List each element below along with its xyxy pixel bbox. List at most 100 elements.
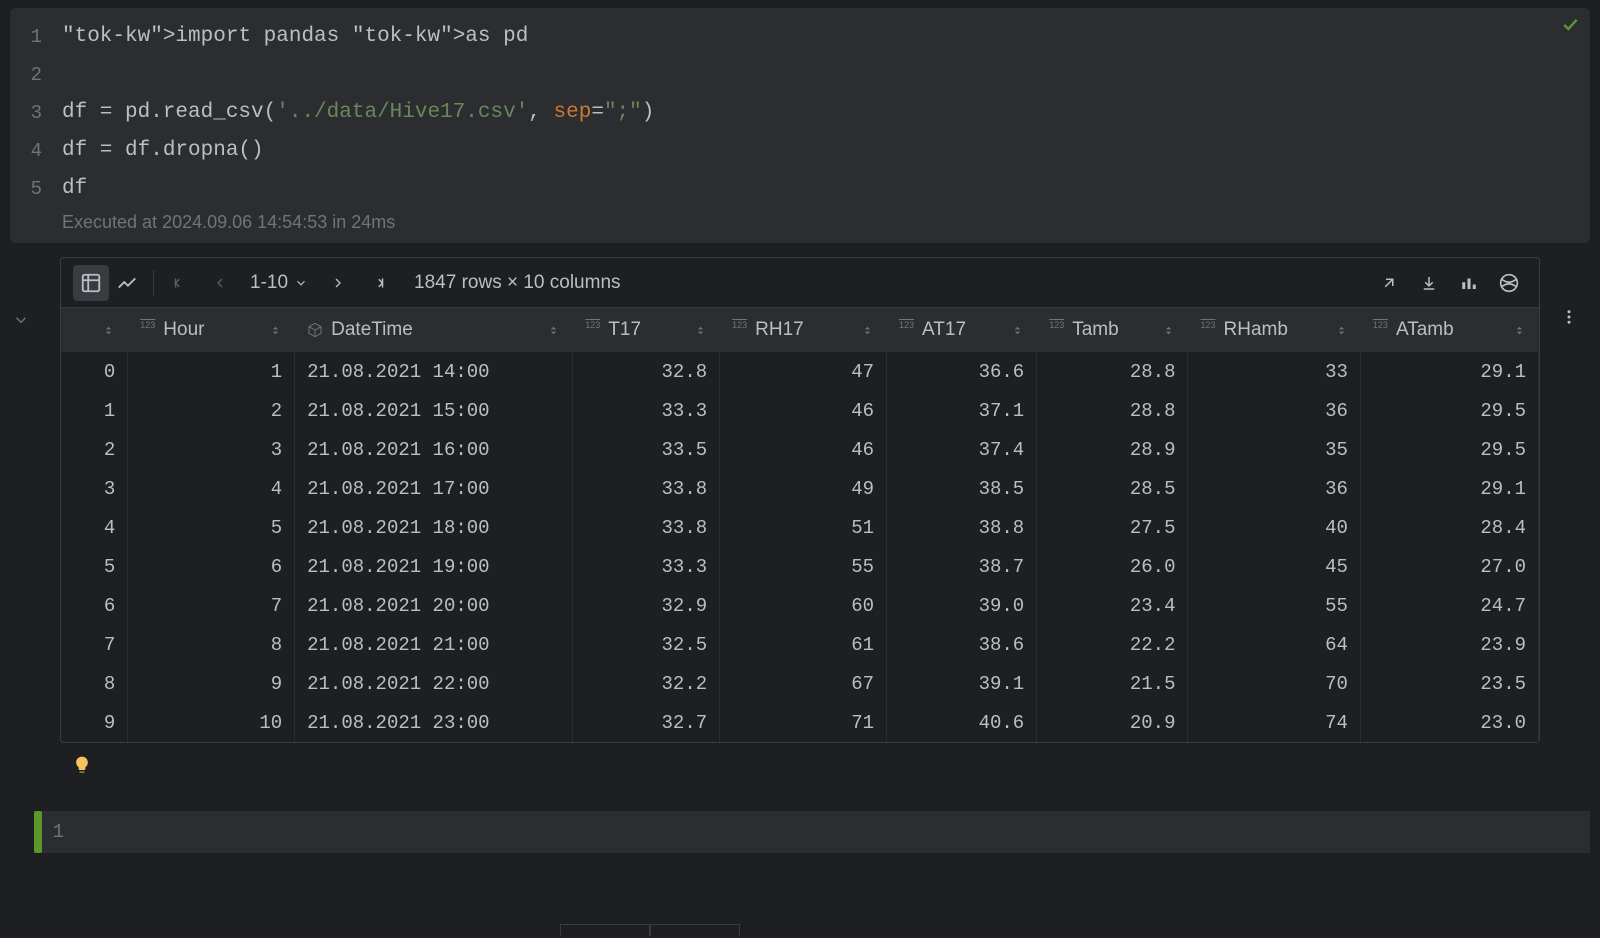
cell-Tamb[interactable]: 27.5 [1037,508,1188,547]
cell-ATamb[interactable]: 23.9 [1360,625,1538,664]
cell-Tamb[interactable]: 23.4 [1037,586,1188,625]
cell-Tamb[interactable]: 28.8 [1037,352,1188,391]
cell-RH17[interactable]: 67 [720,664,887,703]
cell-AT17[interactable]: 38.6 [887,625,1037,664]
sort-icon[interactable] [1162,324,1175,337]
cell-AT17[interactable]: 38.8 [887,508,1037,547]
cell-AT17[interactable]: 37.4 [887,430,1037,469]
cell-DateTime[interactable]: 21.08.2021 14:00 [295,352,573,391]
sort-icon[interactable] [694,324,707,337]
cell-ATamb[interactable]: 29.1 [1360,352,1538,391]
column-header-ATamb[interactable]: 123ATamb [1360,308,1538,352]
cell-Hour[interactable]: 6 [128,547,295,586]
more-options-icon[interactable] [1560,308,1578,326]
table-row[interactable]: 1221.08.2021 15:0033.34637.128.83629.5 [61,391,1539,430]
table-row[interactable]: 3421.08.2021 17:0033.84938.528.53629.1 [61,469,1539,508]
sort-icon[interactable] [102,324,115,337]
table-row[interactable]: 91021.08.2021 23:0032.77140.620.97423.0 [61,703,1539,742]
cell-Hour[interactable]: 8 [128,625,295,664]
code-line[interactable]: df = pd.read_csv('../data/Hive17.csv', s… [62,94,1590,132]
cell-RH17[interactable]: 46 [720,391,887,430]
table-row[interactable]: 8921.08.2021 22:0032.26739.121.57023.5 [61,664,1539,703]
cell-Hour[interactable]: 10 [128,703,295,742]
bottom-tab[interactable] [560,924,650,936]
cell-idx[interactable]: 7 [61,625,128,664]
new-code-cell[interactable]: 1 [34,811,1590,853]
column-header-Tamb[interactable]: 123Tamb [1037,308,1188,352]
cell-AT17[interactable]: 39.1 [887,664,1037,703]
column-header-RH17[interactable]: 123RH17 [720,308,887,352]
sort-icon[interactable] [269,324,282,337]
cell-Hour[interactable]: 2 [128,391,295,430]
column-header-AT17[interactable]: 123AT17 [887,308,1037,352]
cell-T17[interactable]: 33.5 [573,430,720,469]
cell-ATamb[interactable]: 29.5 [1360,430,1538,469]
table-row[interactable]: 7821.08.2021 21:0032.56138.622.26423.9 [61,625,1539,664]
column-header-DateTime[interactable]: DateTime [295,308,573,352]
cell-RH17[interactable]: 55 [720,547,887,586]
cell-DateTime[interactable]: 21.08.2021 22:00 [295,664,573,703]
lightbulb-icon[interactable] [72,755,92,775]
cell-T17[interactable]: 33.8 [573,508,720,547]
cell-DateTime[interactable]: 21.08.2021 21:00 [295,625,573,664]
cell-DateTime[interactable]: 21.08.2021 20:00 [295,586,573,625]
cell-T17[interactable]: 32.7 [573,703,720,742]
cell-AT17[interactable]: 40.6 [887,703,1037,742]
table-row[interactable]: 4521.08.2021 18:0033.85138.827.54028.4 [61,508,1539,547]
code-editor[interactable]: "tok-kw">import pandas "tok-kw">as pd df… [50,8,1590,208]
cell-T17[interactable]: 32.2 [573,664,720,703]
cell-idx[interactable]: 0 [61,352,128,391]
cell-RH17[interactable]: 49 [720,469,887,508]
cell-ATamb[interactable]: 27.0 [1360,547,1538,586]
cell-RH17[interactable]: 71 [720,703,887,742]
cell-Tamb[interactable]: 26.0 [1037,547,1188,586]
sort-icon[interactable] [1335,324,1348,337]
cell-Tamb[interactable]: 28.5 [1037,469,1188,508]
cell-RHamb[interactable]: 36 [1188,469,1360,508]
code-line[interactable]: df [62,170,1590,208]
cell-ATamb[interactable]: 23.5 [1360,664,1538,703]
cell-Tamb[interactable]: 22.2 [1037,625,1188,664]
cell-Hour[interactable]: 4 [128,469,295,508]
cell-T17[interactable]: 32.9 [573,586,720,625]
cell-AT17[interactable]: 39.0 [887,586,1037,625]
code-line[interactable]: df = df.dropna() [62,132,1590,170]
last-page-button[interactable] [360,265,396,301]
download-button[interactable] [1411,265,1447,301]
cell-AT17[interactable]: 37.1 [887,391,1037,430]
cell-idx[interactable]: 2 [61,430,128,469]
cell-Hour[interactable]: 9 [128,664,295,703]
cell-RHamb[interactable]: 33 [1188,352,1360,391]
cell-AT17[interactable]: 38.5 [887,469,1037,508]
cell-ATamb[interactable]: 29.5 [1360,391,1538,430]
table-view-button[interactable] [73,265,109,301]
table-row[interactable]: 0121.08.2021 14:0032.84736.628.83329.1 [61,352,1539,391]
cell-Hour[interactable]: 7 [128,586,295,625]
cell-Hour[interactable]: 3 [128,430,295,469]
code-line[interactable]: "tok-kw">import pandas "tok-kw">as pd [62,18,1590,56]
cell-DateTime[interactable]: 21.08.2021 18:00 [295,508,573,547]
column-header-RHamb[interactable]: 123RHamb [1188,308,1360,352]
cell-RHamb[interactable]: 55 [1188,586,1360,625]
table-row[interactable]: 6721.08.2021 20:0032.96039.023.45524.7 [61,586,1539,625]
cell-T17[interactable]: 33.3 [573,391,720,430]
cell-RH17[interactable]: 46 [720,430,887,469]
cell-idx[interactable]: 6 [61,586,128,625]
cell-ATamb[interactable]: 23.0 [1360,703,1538,742]
cell-idx[interactable]: 3 [61,469,128,508]
cell-T17[interactable]: 33.3 [573,547,720,586]
open-external-button[interactable] [1371,265,1407,301]
cell-idx[interactable]: 8 [61,664,128,703]
cell-RH17[interactable]: 47 [720,352,887,391]
cell-ATamb[interactable]: 29.1 [1360,469,1538,508]
cell-T17[interactable]: 33.8 [573,469,720,508]
sort-icon[interactable] [1513,324,1526,337]
cell-DateTime[interactable]: 21.08.2021 19:00 [295,547,573,586]
cell-RHamb[interactable]: 35 [1188,430,1360,469]
cell-T17[interactable]: 32.8 [573,352,720,391]
table-row[interactable]: 5621.08.2021 19:0033.35538.726.04527.0 [61,547,1539,586]
cell-RHamb[interactable]: 40 [1188,508,1360,547]
table-row[interactable]: 2321.08.2021 16:0033.54637.428.93529.5 [61,430,1539,469]
cell-RH17[interactable]: 61 [720,625,887,664]
column-header-Hour[interactable]: 123Hour [128,308,295,352]
